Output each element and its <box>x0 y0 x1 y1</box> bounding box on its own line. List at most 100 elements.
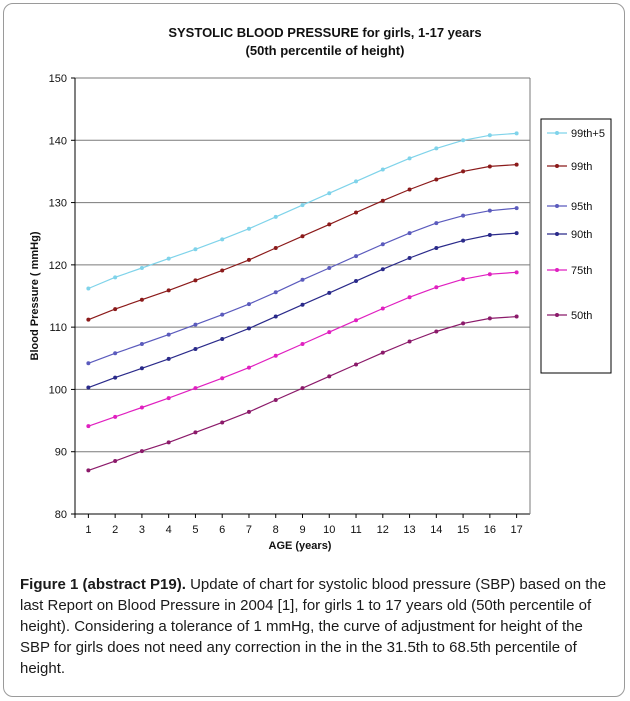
data-point <box>139 449 144 454</box>
data-point <box>273 290 278 295</box>
data-point <box>220 336 225 341</box>
x-tick-label: 13 <box>403 524 415 536</box>
legend-swatch-marker <box>555 204 559 208</box>
x-tick-label: 8 <box>273 524 279 536</box>
data-point <box>220 312 225 317</box>
data-point <box>220 268 225 273</box>
data-point <box>273 214 278 219</box>
data-point <box>380 167 385 172</box>
data-point <box>461 213 466 218</box>
chart-title: SYSTOLIC BLOOD PRESSURE for girls, 1-17 … <box>168 25 481 40</box>
data-point <box>327 374 332 379</box>
legend-label: 75th <box>571 265 592 277</box>
y-tick-label: 100 <box>49 384 67 396</box>
data-point <box>300 277 305 282</box>
data-point <box>434 285 439 290</box>
data-point <box>86 468 91 473</box>
data-point <box>300 341 305 346</box>
series-line-95th <box>88 207 517 364</box>
data-point <box>113 375 118 380</box>
caption-text: Update of chart for systolic blood press… <box>20 576 607 677</box>
data-point <box>300 203 305 208</box>
data-point <box>407 339 412 344</box>
data-point <box>487 232 492 237</box>
legend-box <box>540 118 612 374</box>
x-tick-label: 1 <box>85 524 91 536</box>
data-point <box>166 356 171 361</box>
data-point <box>113 275 118 280</box>
data-point <box>434 146 439 151</box>
data-point <box>514 162 519 167</box>
legend-swatch-marker <box>555 232 559 236</box>
data-point <box>380 306 385 311</box>
series-line-99th <box>88 164 517 321</box>
x-axis-label: AGE (years) <box>269 540 332 552</box>
data-point <box>354 254 359 259</box>
data-point <box>487 164 492 169</box>
data-point <box>407 187 412 192</box>
y-tick-label: 120 <box>49 260 67 272</box>
data-point <box>246 226 251 231</box>
data-point <box>113 459 118 464</box>
data-point <box>487 133 492 138</box>
data-point <box>193 386 198 391</box>
data-point <box>86 424 91 429</box>
data-point <box>300 234 305 239</box>
data-point <box>407 295 412 300</box>
data-point <box>86 317 91 322</box>
series-line-90th <box>88 232 517 389</box>
data-point <box>166 396 171 401</box>
data-point <box>246 257 251 262</box>
legend-label: 90th <box>571 229 592 241</box>
data-point <box>461 238 466 243</box>
data-point <box>166 256 171 261</box>
data-point <box>407 256 412 261</box>
data-point <box>461 138 466 143</box>
data-point <box>380 242 385 247</box>
data-point <box>246 409 251 414</box>
x-tick-label: 11 <box>350 524 361 536</box>
data-point <box>354 179 359 184</box>
data-point <box>113 351 118 356</box>
data-point <box>434 221 439 226</box>
data-point <box>354 279 359 284</box>
data-point <box>220 237 225 242</box>
data-point <box>220 420 225 425</box>
y-tick-label: 140 <box>49 135 67 147</box>
caption-label: Figure 1 (abstract P19). <box>20 576 186 593</box>
data-point <box>380 198 385 203</box>
data-point <box>273 398 278 403</box>
data-point <box>514 206 519 211</box>
data-point <box>139 341 144 346</box>
x-tick-label: 9 <box>299 524 305 536</box>
legend-label: 50th <box>571 310 592 322</box>
data-point <box>461 277 466 282</box>
legend-label: 99th+5 <box>571 128 605 140</box>
legend-swatch-marker <box>555 131 559 135</box>
data-point <box>166 440 171 445</box>
data-point <box>166 288 171 293</box>
data-point <box>193 247 198 252</box>
x-tick-label: 2 <box>112 524 118 536</box>
x-tick-label: 12 <box>377 524 389 536</box>
data-point <box>487 208 492 213</box>
y-tick-label: 150 <box>49 73 67 85</box>
data-point <box>407 231 412 236</box>
data-point <box>300 386 305 391</box>
data-point <box>380 350 385 355</box>
legend-swatch-marker <box>555 268 559 272</box>
data-point <box>139 405 144 410</box>
data-point <box>246 365 251 370</box>
data-point <box>354 210 359 215</box>
y-tick-label: 90 <box>55 447 67 459</box>
legend-swatch-marker <box>555 313 559 317</box>
data-point <box>327 191 332 196</box>
data-point <box>193 346 198 351</box>
data-point <box>193 322 198 327</box>
data-point <box>166 332 171 337</box>
data-point <box>139 265 144 270</box>
x-tick-label: 6 <box>219 524 225 536</box>
y-tick-label: 130 <box>49 198 67 210</box>
data-point <box>327 290 332 295</box>
data-point <box>246 326 251 331</box>
